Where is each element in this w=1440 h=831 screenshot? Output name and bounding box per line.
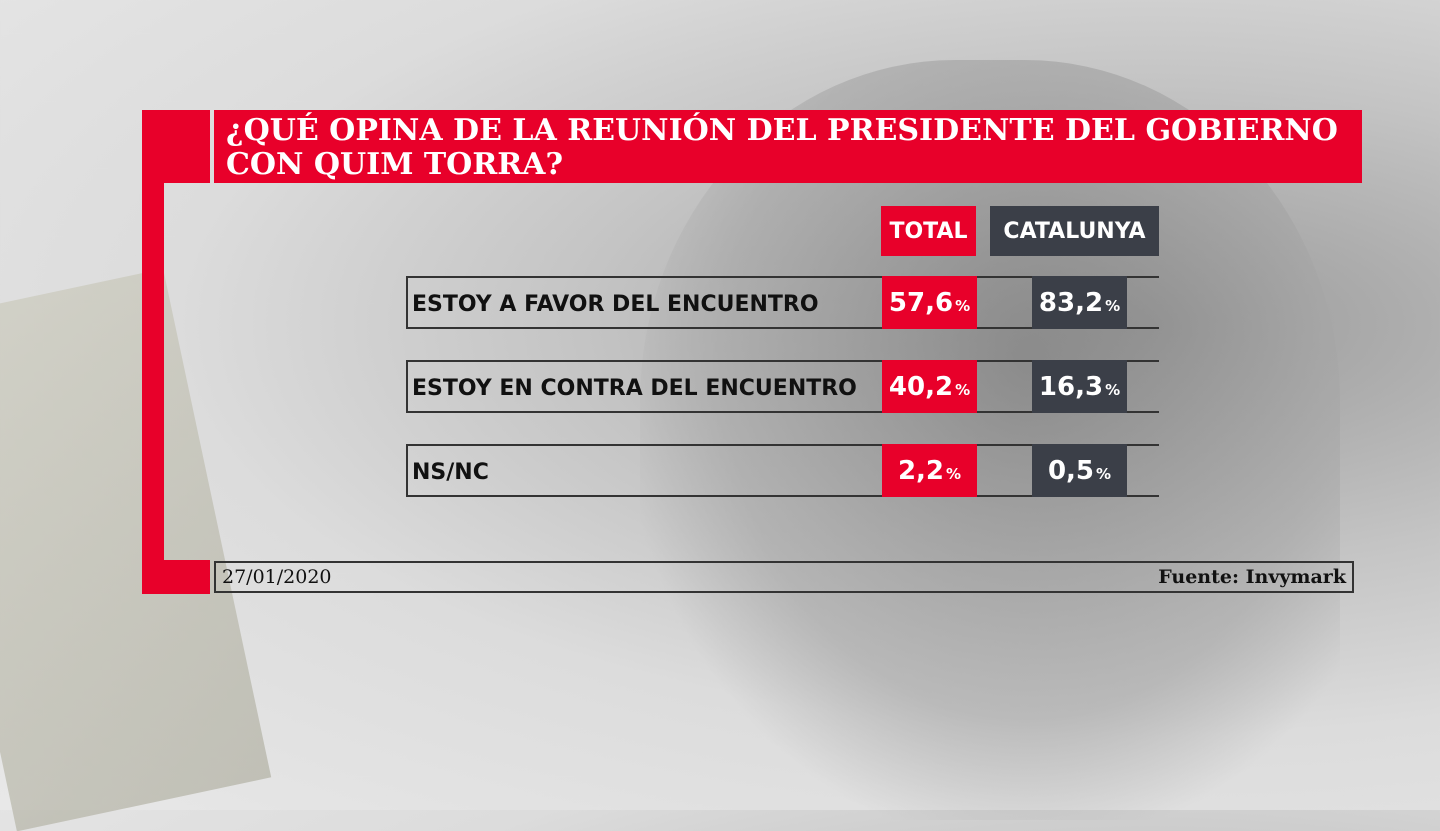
table-row: ESTOY EN CONTRA DEL ENCUENTRO 40,2% 16,3…	[406, 360, 1159, 413]
column-header-catalunya: CATALUNYA	[990, 206, 1159, 256]
background-document	[0, 268, 272, 831]
source-label: Fuente: Invymark	[1158, 566, 1346, 588]
catalunya-value-cell: 16,3%	[1032, 360, 1127, 413]
frame-bottom-block	[142, 560, 210, 594]
percent-sign: %	[1105, 380, 1121, 399]
catalunya-value-cell: 0,5%	[1032, 444, 1127, 497]
percent-sign: %	[1105, 296, 1121, 315]
total-value: 40,2	[888, 371, 954, 402]
column-header-total: TOTAL	[881, 206, 976, 256]
row-label: ESTOY EN CONTRA DEL ENCUENTRO	[412, 376, 857, 401]
row-label: ESTOY A FAVOR DEL ENCUENTRO	[412, 292, 819, 317]
title-line-1: ¿QUÉ OPINA DE LA REUNIÓN DEL PRESIDENTE …	[226, 113, 1338, 148]
percent-sign: %	[955, 380, 971, 399]
total-value: 57,6	[888, 287, 954, 318]
frame-left-bar	[142, 110, 164, 594]
catalunya-value: 83,2	[1038, 287, 1104, 318]
title-line-2: CON QUIM TORRA?	[226, 147, 564, 182]
total-value: 2,2	[897, 455, 945, 486]
footer-bar: 27/01/2020 Fuente: Invymark	[214, 561, 1354, 593]
chart-title: ¿QUÉ OPINA DE LA REUNIÓN DEL PRESIDENTE …	[214, 110, 1362, 183]
catalunya-value-cell: 83,2%	[1032, 276, 1127, 329]
percent-sign: %	[955, 296, 971, 315]
total-value-cell: 40,2%	[882, 360, 977, 413]
percent-sign: %	[1096, 464, 1112, 483]
row-label: NS/NC	[412, 460, 489, 485]
date-label: 27/01/2020	[222, 566, 332, 588]
total-value-cell: 57,6%	[882, 276, 977, 329]
table-row: NS/NC 2,2% 0,5%	[406, 444, 1159, 497]
background-photo	[640, 60, 1340, 820]
percent-sign: %	[946, 464, 962, 483]
total-value-cell: 2,2%	[882, 444, 977, 497]
catalunya-value: 0,5	[1047, 455, 1095, 486]
catalunya-value: 16,3	[1038, 371, 1104, 402]
table-row: ESTOY A FAVOR DEL ENCUENTRO 57,6% 83,2%	[406, 276, 1159, 329]
